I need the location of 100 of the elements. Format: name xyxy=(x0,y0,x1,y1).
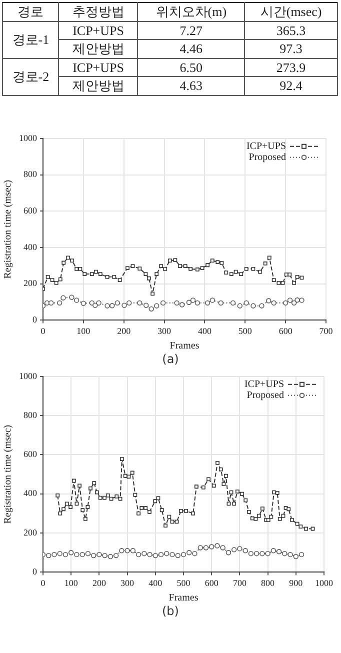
point xyxy=(276,280,281,285)
point xyxy=(94,270,98,274)
point xyxy=(152,552,158,558)
point xyxy=(293,554,298,560)
point xyxy=(300,276,304,280)
point xyxy=(210,258,214,263)
x-tick-label: 300 xyxy=(158,326,172,336)
point xyxy=(239,272,244,276)
point xyxy=(229,272,234,276)
point xyxy=(62,260,66,265)
text: (a) xyxy=(161,352,180,368)
category-label: 시간(msec) xyxy=(244,2,338,22)
point xyxy=(126,300,132,306)
x-tick-label: 600 xyxy=(278,326,293,336)
point xyxy=(183,264,188,268)
x-tick-label: 900 xyxy=(289,578,304,588)
point xyxy=(163,266,168,271)
point xyxy=(80,552,85,558)
point xyxy=(220,260,224,265)
point xyxy=(195,268,200,272)
point xyxy=(159,264,164,268)
point xyxy=(160,300,166,306)
point xyxy=(130,264,135,268)
point xyxy=(265,551,270,556)
x-axis-title: Frames xyxy=(170,340,200,352)
text: (b) xyxy=(161,604,180,620)
y-tick-label: 200 xyxy=(24,527,38,538)
x-tick-label: 600 xyxy=(204,578,219,588)
legend-label: ICP+UPS xyxy=(244,379,284,390)
point xyxy=(242,548,248,554)
text: 제안방법 xyxy=(72,41,124,56)
y-tick-label: 400 xyxy=(24,488,38,498)
text: 4.46 xyxy=(180,41,203,56)
point xyxy=(280,280,285,285)
point xyxy=(48,300,54,306)
point xyxy=(108,554,114,560)
text: 273.9 xyxy=(276,60,306,74)
point xyxy=(180,552,186,558)
x-tick-label: 0 xyxy=(40,326,46,336)
point xyxy=(164,551,170,556)
y-tick-label: 800 xyxy=(24,410,38,420)
point xyxy=(96,552,102,558)
y-tick-label: 1000 xyxy=(19,370,38,381)
point xyxy=(288,552,293,558)
point xyxy=(263,262,268,266)
point xyxy=(119,548,124,554)
point xyxy=(98,272,102,276)
point xyxy=(244,300,249,306)
point xyxy=(104,303,110,308)
text: 경로-2 xyxy=(12,69,50,84)
text: 경로-1 xyxy=(12,32,50,47)
point xyxy=(70,258,74,263)
y-tick-label: 600 xyxy=(24,205,38,216)
point xyxy=(90,552,96,558)
point xyxy=(206,263,210,268)
x-tick-label: 500 xyxy=(176,578,191,588)
text: 제안방법 xyxy=(72,78,124,93)
point xyxy=(250,303,256,308)
point xyxy=(276,549,282,554)
point xyxy=(118,278,122,282)
point xyxy=(150,292,155,296)
point xyxy=(288,272,292,277)
x-tick-label: 0 xyxy=(40,578,46,588)
point xyxy=(137,300,142,306)
point xyxy=(267,256,272,260)
point xyxy=(190,298,196,303)
legend-label: Proposed xyxy=(248,152,286,164)
point xyxy=(92,302,98,308)
point xyxy=(60,295,66,300)
x-tick-label: 700 xyxy=(319,326,334,336)
x-tick-label: 200 xyxy=(117,326,132,336)
point xyxy=(237,303,242,308)
x-tick-label: 400 xyxy=(148,578,163,588)
legend-label: Proposed xyxy=(246,390,284,402)
point xyxy=(52,552,57,558)
x-tick-label: 500 xyxy=(238,326,252,336)
point xyxy=(291,300,297,306)
text: 97.3 xyxy=(280,41,302,56)
point xyxy=(80,300,86,306)
point xyxy=(147,552,152,558)
point xyxy=(112,274,116,279)
point xyxy=(251,266,256,271)
text: 6.50 xyxy=(180,60,203,74)
point xyxy=(58,277,62,282)
point xyxy=(234,270,238,274)
point xyxy=(258,270,262,274)
y-axis-title: Registration time (msec) xyxy=(2,424,14,524)
point xyxy=(260,551,265,556)
category-label: 위치오차(m) xyxy=(138,2,245,22)
text: ICP+UPS xyxy=(72,60,124,74)
text: 365.3 xyxy=(276,22,306,38)
point xyxy=(244,266,248,271)
point xyxy=(224,270,228,275)
point xyxy=(46,552,52,558)
point xyxy=(144,272,148,276)
point xyxy=(126,266,130,270)
y-axis-title: Registration time (msec) xyxy=(2,180,14,279)
point xyxy=(271,300,276,306)
point xyxy=(266,298,272,304)
point xyxy=(168,258,172,263)
